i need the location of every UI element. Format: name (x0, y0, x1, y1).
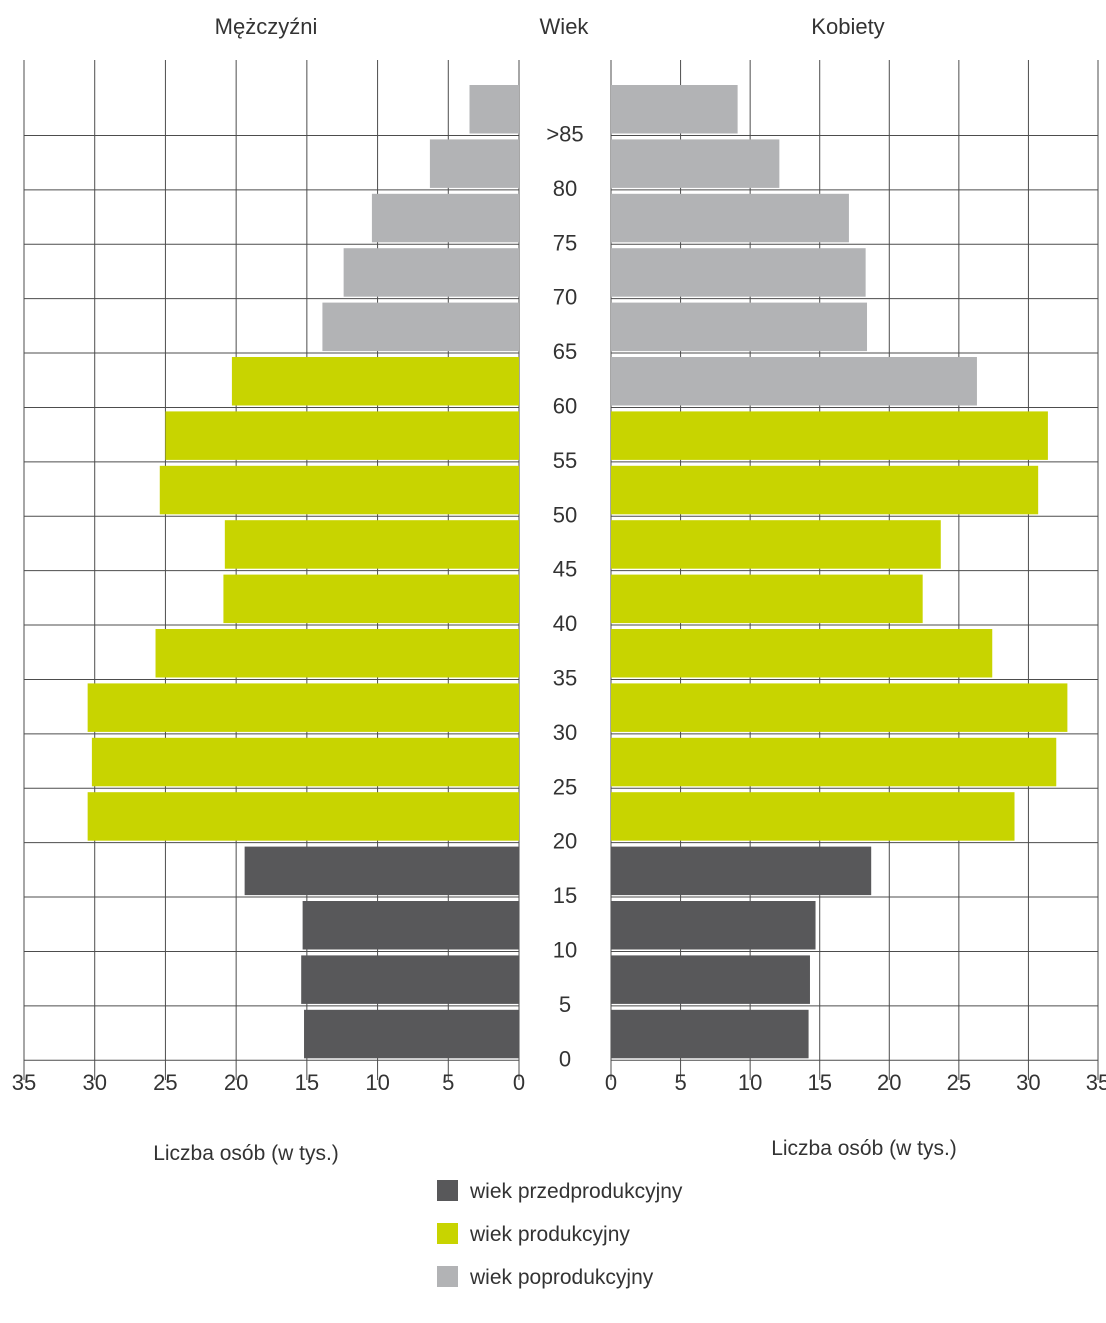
legend-label: wiek przedprodukcyjny (469, 1180, 683, 1203)
bar-male (165, 411, 519, 460)
right-title: Kobiety (811, 14, 884, 39)
age-label: 25 (553, 774, 577, 799)
bar-male (343, 248, 519, 297)
legend: wiek przedprodukcyjny wiek produkcyjny wie… (437, 1180, 683, 1289)
bar-male (302, 901, 519, 950)
bar-male (301, 955, 519, 1004)
bar-male (223, 574, 519, 624)
bar-female (611, 193, 849, 243)
age-label: 80 (553, 176, 577, 201)
bar-female (611, 792, 1015, 841)
bar-female (611, 846, 872, 896)
tick-label-left: 20 (224, 1070, 248, 1095)
bar-male (244, 846, 519, 896)
center-title: Wiek (540, 14, 590, 39)
x-axis-ticks: 0 0 5 5 10 10 15 15 20 20 25 25 30 30 35 35 (12, 1070, 1106, 1095)
bar-female (611, 629, 993, 678)
bar-male (224, 520, 520, 569)
bar-male (231, 357, 519, 406)
bar-male (469, 85, 519, 134)
bar-male (304, 1009, 519, 1059)
age-label: 50 (553, 502, 577, 527)
age-label: >85 (546, 122, 583, 147)
left-title: Mężczyźni (215, 14, 318, 39)
bar-female (611, 465, 1039, 515)
bars (87, 85, 1068, 1059)
right-axis-title: Liczba osób (w tys.) (771, 1137, 957, 1160)
age-label: 15 (553, 883, 577, 908)
bar-female (611, 302, 868, 352)
tick-label-right: 0 (605, 1070, 617, 1095)
legend-swatch (437, 1266, 458, 1287)
age-label: 75 (553, 230, 577, 255)
bar-female (611, 139, 780, 188)
bar-female (611, 357, 977, 406)
age-label: 70 (553, 285, 577, 310)
tick-label-left: 30 (82, 1070, 106, 1095)
tick-label-left: 25 (153, 1070, 177, 1095)
bar-male (155, 629, 519, 678)
age-label: 10 (553, 938, 577, 963)
bar-male (91, 737, 519, 787)
age-label: 30 (553, 720, 577, 745)
bar-female (611, 955, 810, 1004)
age-label: 60 (553, 394, 577, 419)
age-label: 20 (553, 829, 577, 854)
bar-male (322, 302, 519, 352)
tick-label-left: 35 (12, 1070, 36, 1095)
tick-label-left: 5 (442, 1070, 454, 1095)
tick-label-right: 35 (1086, 1070, 1106, 1095)
bar-female (611, 1009, 809, 1059)
bar-male (159, 465, 519, 515)
bar-female (611, 901, 816, 950)
tick-label-right: 20 (877, 1070, 901, 1095)
legend-swatch (437, 1223, 458, 1244)
labels: Mężczyźni Wiek Kobiety Liczba osób (w ty… (153, 14, 957, 1165)
tick-label-right: 15 (807, 1070, 831, 1095)
tick-label-left: 10 (365, 1070, 389, 1095)
tick-label-right: 25 (947, 1070, 971, 1095)
bar-female (611, 520, 941, 569)
left-axis-title: Liczba osób (w tys.) (153, 1142, 339, 1165)
tick-label-left: 0 (513, 1070, 525, 1095)
bar-male (87, 683, 520, 732)
bar-female (611, 574, 923, 624)
age-label: 65 (553, 339, 577, 364)
bar-female (611, 683, 1068, 732)
age-label: 55 (553, 448, 577, 473)
age-label: 0 (559, 1046, 571, 1071)
bar-male (371, 193, 519, 243)
bar-female (611, 737, 1057, 787)
bar-female (611, 248, 866, 297)
age-label: 5 (559, 992, 571, 1017)
legend-label: wiek poprodukcyjny (469, 1266, 654, 1289)
tick-label-left: 15 (295, 1070, 319, 1095)
bar-female (611, 85, 738, 134)
age-label: 35 (553, 666, 577, 691)
legend-swatch (437, 1180, 458, 1201)
age-label: 45 (553, 557, 577, 582)
bar-male (429, 139, 519, 188)
legend-label: wiek produkcyjny (469, 1223, 630, 1246)
bar-male (87, 792, 520, 841)
tick-label-right: 10 (738, 1070, 762, 1095)
bar-female (611, 411, 1048, 460)
tick-label-right: 30 (1016, 1070, 1040, 1095)
tick-label-right: 5 (674, 1070, 686, 1095)
age-label: 40 (553, 611, 577, 636)
